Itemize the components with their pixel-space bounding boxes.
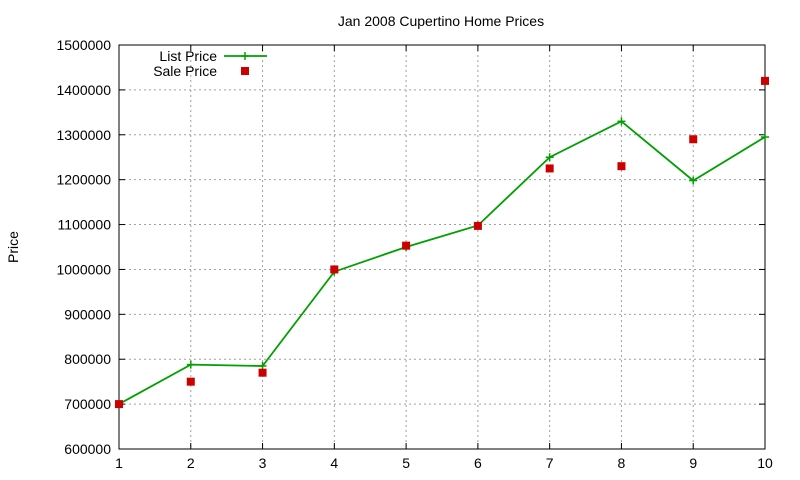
sale-price-point: [186, 377, 195, 386]
legend-label-sale-price: Sale Price: [153, 63, 217, 79]
legend-label-list-price: List Price: [159, 48, 217, 64]
y-tick-label: 800000: [64, 351, 111, 367]
series-layer: [115, 76, 769, 409]
sale-price-point: [761, 76, 769, 85]
y-tick-label: 600000: [64, 441, 111, 457]
x-tick-label: 4: [330, 455, 338, 471]
y-tick-label: 1100000: [58, 217, 112, 233]
list-price-point: [689, 176, 698, 185]
sale-price-point: [115, 400, 123, 409]
sale-price-point: [330, 265, 339, 274]
list-price-point: [258, 361, 267, 370]
y-tick-label: 1200000: [56, 172, 111, 188]
x-tick-label: 7: [546, 455, 554, 471]
sale-price-point: [689, 135, 698, 144]
x-tick-label: 6: [474, 455, 482, 471]
x-tick-label: 3: [259, 455, 267, 471]
list-price-line: [118, 120, 766, 405]
y-tick-label: 700000: [64, 396, 111, 412]
x-tick-label: 8: [618, 455, 626, 471]
plot-frame: [118, 44, 766, 450]
legend-marker-list-price: [241, 52, 249, 60]
y-tick-label: 1400000: [56, 82, 111, 98]
x-tick-label: 9: [689, 455, 697, 471]
list-price-point: [617, 117, 626, 126]
y-tick-label: 900000: [64, 306, 111, 322]
list-price-point: [186, 360, 195, 369]
y-axis-label: Price: [5, 231, 21, 263]
list-price-point: [761, 133, 769, 142]
legend-marker-sale-price: [241, 67, 249, 75]
y-tick-label: 1300000: [56, 127, 111, 143]
x-tick-label: 5: [402, 455, 410, 471]
sale-price-point: [473, 221, 482, 230]
x-tick-label: 2: [187, 455, 195, 471]
sale-price-point: [617, 162, 626, 171]
x-tick-label: 1: [115, 455, 123, 471]
y-tick-label: 1000000: [56, 261, 111, 277]
sale-price-point: [545, 164, 554, 173]
grid-lines: [119, 45, 765, 449]
sale-price-point: [402, 241, 411, 250]
list-price-point: [545, 153, 554, 162]
axis-ticks: 6000007000008000009000001000000110000012…: [56, 37, 773, 471]
sale-price-point: [258, 368, 267, 377]
x-tick-label: 10: [757, 455, 773, 471]
chart-title: Jan 2008 Cupertino Home Prices: [338, 13, 544, 29]
y-tick-label: 1500000: [56, 37, 111, 53]
